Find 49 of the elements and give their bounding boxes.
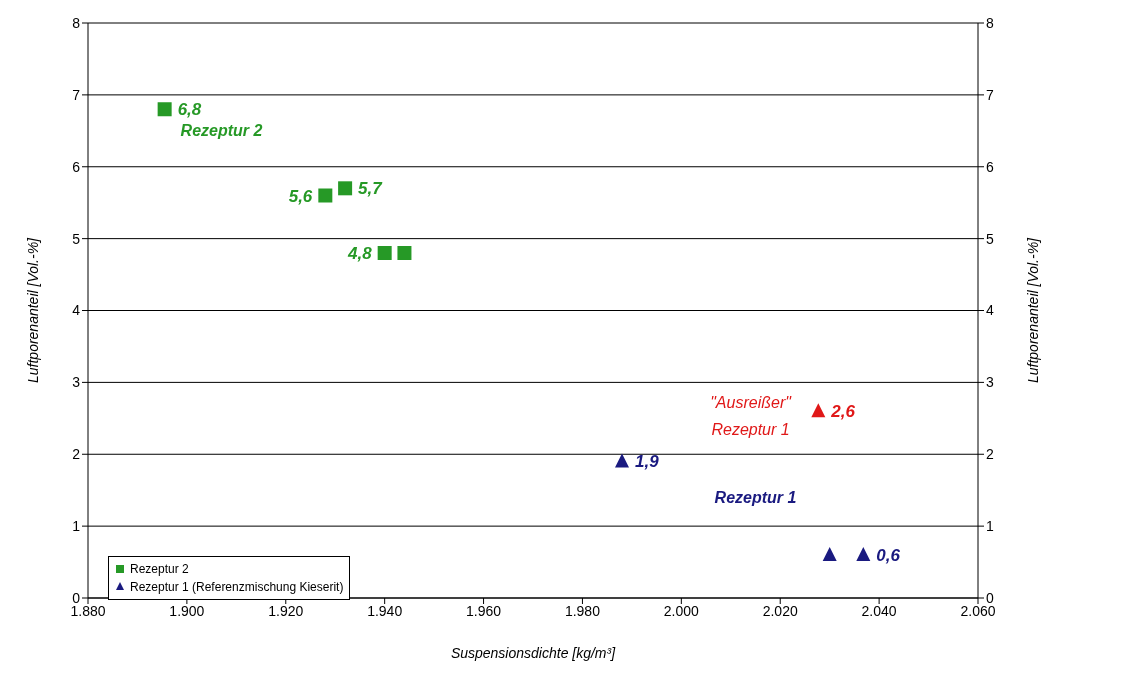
point — [377, 246, 392, 260]
y-tick-label: 5 — [72, 230, 81, 247]
y-tick-label: 8 — [72, 14, 81, 31]
y2-tick-label: 3 — [986, 374, 994, 391]
data-label: 1,9 — [635, 452, 660, 472]
x-tick-label: 1.960 — [466, 602, 502, 619]
point — [397, 246, 412, 260]
legend-label: Rezeptur 1 (Referenzmischung Kieserit) — [130, 579, 344, 596]
legend-label: Rezeptur 2 — [130, 561, 189, 578]
x-tick-label: 1.940 — [367, 602, 403, 619]
point — [338, 181, 353, 196]
y2-tick-label: 4 — [986, 302, 994, 319]
y2-tick-label: 6 — [986, 158, 994, 175]
y-tick-label: 2 — [72, 446, 81, 463]
y-tick-label: 6 — [72, 158, 81, 175]
data-label: 4,8 — [347, 244, 373, 263]
data-label: 6,8 — [177, 100, 202, 120]
x-tick-label: 1.900 — [169, 602, 205, 619]
annotation: Rezeptur 1 — [711, 420, 790, 438]
x-tick-label: 2.040 — [861, 602, 897, 619]
point — [822, 546, 837, 561]
y2-tick-label: 1 — [986, 518, 994, 535]
data-label: 5,6 — [288, 186, 313, 206]
y-tick-label: 7 — [72, 86, 81, 103]
y-tick-label: 4 — [72, 302, 81, 319]
data-label: 5,7 — [358, 179, 384, 199]
x-axis-title: Suspensionsdichte [kg/m³] — [450, 645, 617, 661]
annotation: Rezeptur 2 — [180, 122, 263, 140]
point — [615, 453, 629, 468]
point — [318, 188, 333, 203]
data-label: 2,6 — [830, 402, 856, 422]
y2-axis-title: Luftporenanteil [Vol.-%] — [1024, 236, 1041, 384]
data-label: 0,6 — [876, 545, 901, 565]
point — [811, 403, 826, 418]
annotation: Rezeptur 1 — [714, 489, 797, 507]
x-tick-label: 1.920 — [268, 602, 304, 619]
y2-tick-label: 5 — [986, 230, 994, 247]
point — [157, 102, 172, 117]
y2-tick-label: 2 — [986, 446, 994, 463]
y-tick-label: 3 — [72, 374, 81, 391]
annotation: "Ausreißer" — [710, 394, 793, 412]
x-tick-label: 2.000 — [663, 602, 700, 619]
point — [856, 546, 871, 561]
y2-tick-label: 8 — [986, 14, 994, 31]
y-axis-title: Luftporenanteil [Vol.-%] — [24, 236, 41, 384]
x-tick-label: 1.980 — [564, 602, 601, 619]
y-tick-label: 1 — [72, 518, 81, 535]
y2-tick-label: 7 — [986, 86, 994, 103]
x-tick-label: 2.020 — [762, 602, 798, 619]
